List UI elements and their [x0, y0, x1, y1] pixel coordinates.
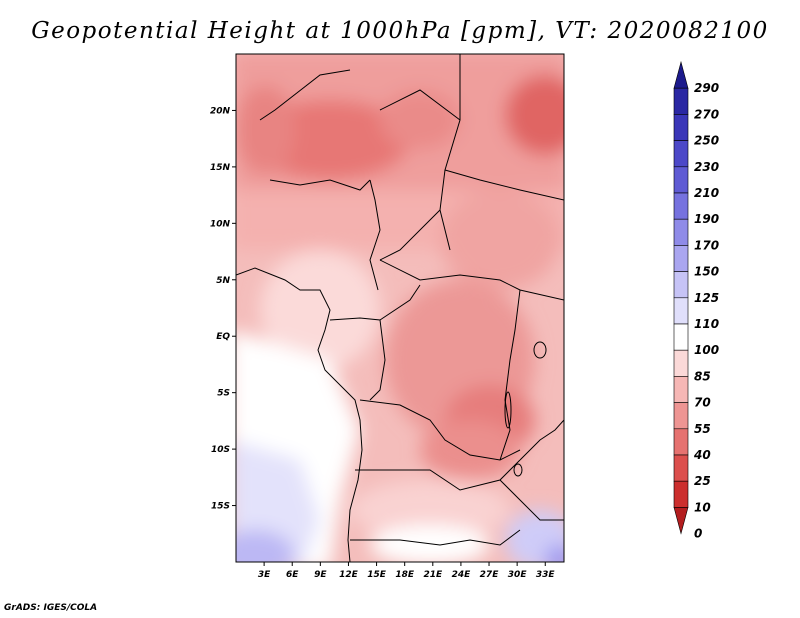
- x-tick-label: 15E: [367, 570, 387, 580]
- colorbar-swatch: [673, 402, 689, 430]
- map-frame: [235, 53, 565, 563]
- colorbar-bottom-arrow: [673, 507, 689, 535]
- y-tick-label: 20N: [210, 106, 231, 116]
- colorbar-label: 125: [694, 291, 719, 305]
- colorbar-swatch: [673, 349, 689, 377]
- x-tick-label: 6E: [286, 570, 299, 580]
- colorbar-label: 190: [694, 212, 719, 226]
- colorbar-swatch: [673, 376, 689, 403]
- x-tick-label: 30E: [508, 570, 528, 580]
- colorbar-label: 100: [694, 343, 719, 357]
- x-axis-ticks: 3E 6E 9E 12E 15E 18E 21E 24E 27E 30E 33E: [258, 562, 556, 580]
- y-tick-label: 15N: [210, 163, 231, 173]
- x-tick-label: 9E: [314, 570, 327, 580]
- colorbar-label: 270: [694, 107, 719, 121]
- colorbar-swatch: [673, 428, 689, 456]
- y-tick-label: 10N: [210, 219, 231, 229]
- colorbar-label: 110: [694, 317, 719, 331]
- colorbar-swatch: [673, 454, 689, 482]
- colorbar-swatch: [673, 140, 689, 168]
- colorbar-swatch: [673, 87, 689, 115]
- colorbar-label: 85: [694, 369, 711, 383]
- colorbar: 2902702502302101901701501251101008570554…: [673, 60, 719, 541]
- colorbar-label: 210: [694, 186, 719, 200]
- colorbar-label: 25: [694, 474, 711, 488]
- height-field: [236, 54, 564, 562]
- y-tick-label: 5S: [217, 389, 230, 399]
- colorbar-swatch: [673, 114, 689, 141]
- x-tick-label: 21E: [423, 570, 443, 580]
- x-tick-label: 3E: [258, 570, 271, 580]
- colorbar-label: 0: [694, 527, 702, 541]
- y-tick-label: EQ: [216, 332, 230, 342]
- colorbar-label: 150: [694, 265, 719, 279]
- colorbar-swatch: [673, 297, 689, 325]
- colorbar-top-arrow: [673, 60, 689, 89]
- colorbar-swatch: [673, 271, 689, 299]
- colorbar-swatch: [673, 192, 689, 220]
- x-tick-label: 18E: [395, 570, 415, 580]
- colorbar-swatch: [673, 480, 689, 508]
- y-tick-label: 15S: [211, 502, 230, 512]
- x-tick-label: 12E: [339, 570, 359, 580]
- colorbar-label: 70: [694, 396, 711, 410]
- colorbar-label: 290: [694, 81, 719, 95]
- y-tick-label: 5N: [216, 276, 230, 286]
- y-tick-label: 10S: [211, 445, 230, 455]
- colorbar-label: 230: [694, 160, 719, 174]
- colorbar-swatch: [673, 245, 689, 272]
- x-tick-label: 33E: [536, 570, 556, 580]
- y-axis-ticks: 20N 15N 10N 5N EQ 5S 10S 15S: [210, 106, 236, 512]
- colorbar-swatch: [673, 218, 689, 246]
- colorbar-label: 10: [694, 500, 711, 514]
- chart-title: Geopotential Height at 1000hPa [gpm], VT…: [31, 18, 769, 44]
- boundaries: [236, 54, 564, 562]
- colorbar-label: 170: [694, 238, 719, 252]
- credit-label: GrADS: IGES/COLA: [4, 603, 98, 613]
- colorbar-swatch: [673, 166, 689, 194]
- x-tick-label: 27E: [480, 570, 500, 580]
- colorbar-label: 250: [694, 134, 719, 148]
- colorbar-label: 40: [693, 448, 711, 462]
- colorbar-swatch: [673, 323, 689, 351]
- colorbar-label: 55: [694, 422, 711, 436]
- x-tick-label: 24E: [452, 570, 472, 580]
